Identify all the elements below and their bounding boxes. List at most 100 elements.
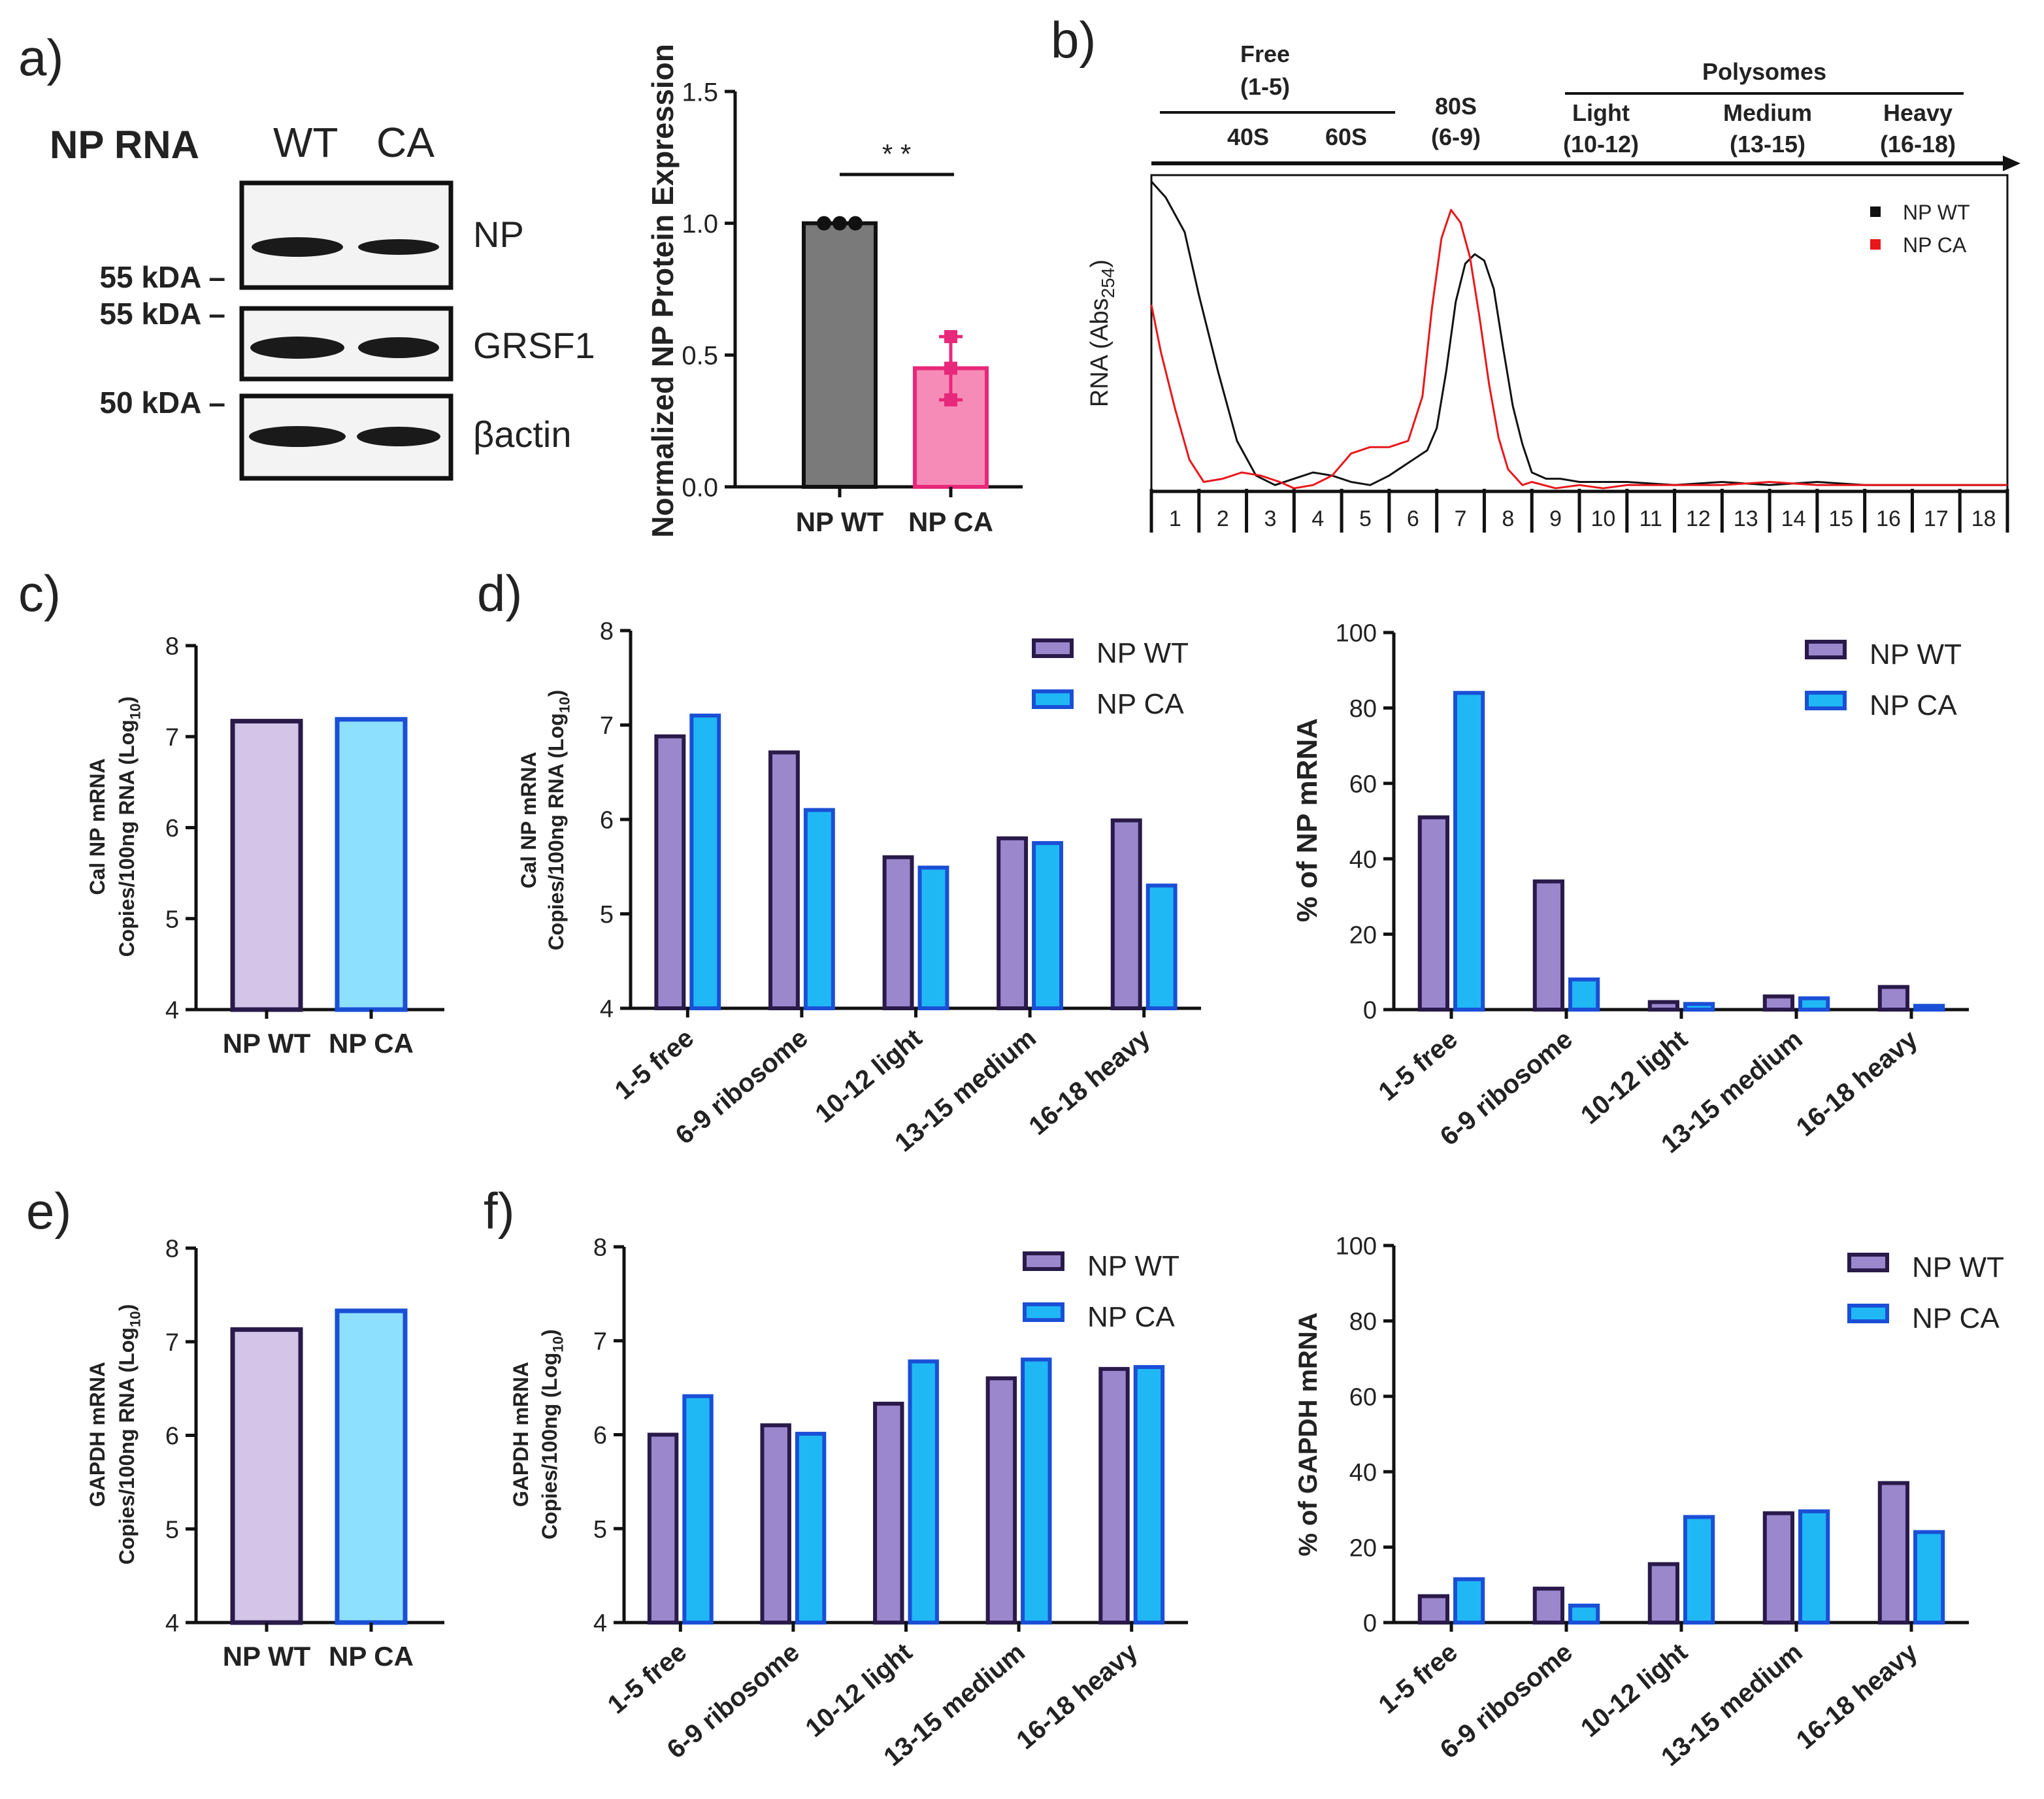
band-label-grsf1: GRSF1 — [473, 325, 595, 366]
profile-trace-np-ca — [1150, 208, 2007, 489]
band-label-np: NP — [473, 214, 524, 255]
bar-np-wt — [768, 750, 800, 1011]
panel-label-c: c) — [18, 565, 61, 622]
header-heavy: Heavy — [1883, 99, 1953, 126]
x-tick-label: NP CA — [329, 1641, 414, 1672]
bar-np-ca — [803, 808, 835, 1011]
x-tick-label: NP WT — [223, 1641, 311, 1672]
fraction-label: 4 — [1311, 506, 1324, 531]
data-point — [848, 216, 863, 231]
band-label-bactin: βactin — [473, 414, 572, 455]
header-heavy-range: (16-18) — [1880, 131, 1956, 157]
y-axis-label-line1: Cal NP mRNA — [517, 751, 540, 888]
fraction-label: 10 — [1591, 506, 1615, 531]
bar-np-ca — [1568, 1604, 1600, 1625]
data-point — [944, 330, 957, 344]
y-tick-label: 5 — [600, 901, 614, 929]
legend-label: NP CA — [1096, 688, 1184, 720]
y-axis-label-close: ) — [115, 697, 139, 704]
legend-swatch — [1870, 206, 1881, 217]
y-axis-label-line1: Cal NP mRNA — [86, 758, 109, 895]
marker-label-2: 55 kDA – — [99, 297, 225, 331]
chart-np-protein-expression: 0.0 0.5 1.0 1.5 NP WT NP CA * * Normalized NP P… — [646, 44, 1023, 538]
bar-np-wt — [1417, 1594, 1450, 1625]
y-tick-label: 100 — [1336, 620, 1377, 648]
x-tick-label: NP CA — [908, 506, 993, 537]
bar-np-wt — [1647, 1000, 1680, 1012]
y-axis-label-close: ) — [1086, 259, 1113, 268]
y-axis-label-close: ) — [544, 690, 568, 697]
y-axis-label-main: Copies/100ng (Log — [538, 1353, 561, 1540]
bar-np-wt — [1110, 818, 1142, 1010]
bar-np-wt — [1532, 1587, 1565, 1625]
y-tick-label: 80 — [1349, 695, 1377, 723]
bar-np-wt — [647, 1432, 679, 1625]
bar-np-ca — [689, 714, 721, 1011]
bar-np-ca — [795, 1432, 827, 1625]
y-axis-label-sub: 10 — [127, 703, 144, 719]
chart-polysome-profile: Free (1-5) 40S 60S 80S (6-9) Polysomes Light (10… — [1086, 41, 2020, 533]
bar-np-ca — [1683, 1002, 1715, 1012]
y-tick-label: 4 — [165, 1610, 179, 1638]
bar-np-ca — [1683, 1515, 1715, 1625]
y-tick-label: 8 — [165, 1236, 179, 1263]
y-axis-label-sub: 10 — [550, 1336, 567, 1353]
bar-np-wt — [1877, 1481, 1910, 1625]
y-tick-label: 6 — [600, 807, 614, 834]
bar-np-ca — [335, 1308, 408, 1625]
y-tick-label: 4 — [600, 996, 614, 1023]
header-light: Light — [1572, 99, 1630, 126]
header-80s: 80S — [1435, 93, 1477, 120]
y-axis-label: % of GAPDH mRNA — [1294, 1312, 1323, 1556]
y-tick-label: 100 — [1336, 1233, 1377, 1261]
bar-np-wt — [882, 855, 914, 1011]
fraction-label: 1 — [1169, 506, 1181, 531]
band-bactin-wt — [249, 426, 346, 447]
fraction-label: 18 — [1971, 506, 1996, 531]
bar-np-ca — [1032, 841, 1064, 1010]
legend-label: NP CA — [1870, 689, 1957, 721]
y-tick-label: 6 — [165, 815, 179, 842]
y-tick-label: 60 — [1349, 1383, 1377, 1411]
bar-np-wt — [1532, 879, 1565, 1012]
y-tick-label: 8 — [165, 633, 179, 661]
bar-np-ca — [1021, 1357, 1052, 1625]
y-tick-label: 1.5 — [682, 78, 718, 107]
y-tick-label: 40 — [1349, 1459, 1377, 1487]
legend-label: NP CA — [1903, 233, 1967, 257]
y-axis-label: RNA (Abs254) — [1086, 259, 1118, 407]
y-axis-label-line2: Copies/100ng RNA (Log10) — [115, 1304, 144, 1565]
legend-label: NP WT — [1912, 1251, 2004, 1283]
y-tick-label: 0.5 — [682, 342, 718, 371]
y-axis-label-close: ) — [538, 1329, 561, 1336]
fraction-label: 13 — [1734, 506, 1758, 531]
y-axis-label-main: RNA (Abs — [1086, 298, 1113, 407]
fraction-label: 5 — [1359, 506, 1372, 531]
header-medium-range: (13-15) — [1730, 131, 1805, 157]
bar-np-ca — [908, 1359, 939, 1625]
legend-swatch — [1805, 640, 1847, 659]
panel-label-e: e) — [26, 1182, 71, 1240]
y-tick-label: 40 — [1349, 846, 1377, 874]
y-axis-label-close: ) — [115, 1304, 139, 1312]
bar-np-ca — [1568, 977, 1600, 1012]
panel-label-a: a) — [18, 29, 63, 86]
legend-swatch — [1847, 1304, 1889, 1323]
header-40s: 40S — [1227, 124, 1269, 150]
panel-label-b: b) — [1051, 11, 1096, 69]
y-axis-label-sub: 10 — [557, 697, 573, 713]
bar-np-wt — [997, 836, 1029, 1011]
y-axis-label-main: Copies/100ng RNA (Log — [115, 1327, 139, 1564]
marker-label-3: 50 kDA – — [99, 386, 225, 420]
y-tick-label: 4 — [165, 997, 179, 1025]
y-tick-label: 6 — [593, 1422, 607, 1449]
blot-title: NP RNA — [50, 123, 199, 167]
legend-swatch — [1032, 638, 1074, 658]
fraction-label: 3 — [1264, 506, 1276, 531]
band-np-wt — [252, 237, 343, 257]
western-blot: NP RNA WT CA NP GRSF1 βactin 55 kDA – 55… — [50, 119, 595, 481]
bar-np-wt — [654, 734, 686, 1010]
fraction-label: 17 — [1924, 506, 1949, 531]
data-point — [832, 216, 847, 231]
